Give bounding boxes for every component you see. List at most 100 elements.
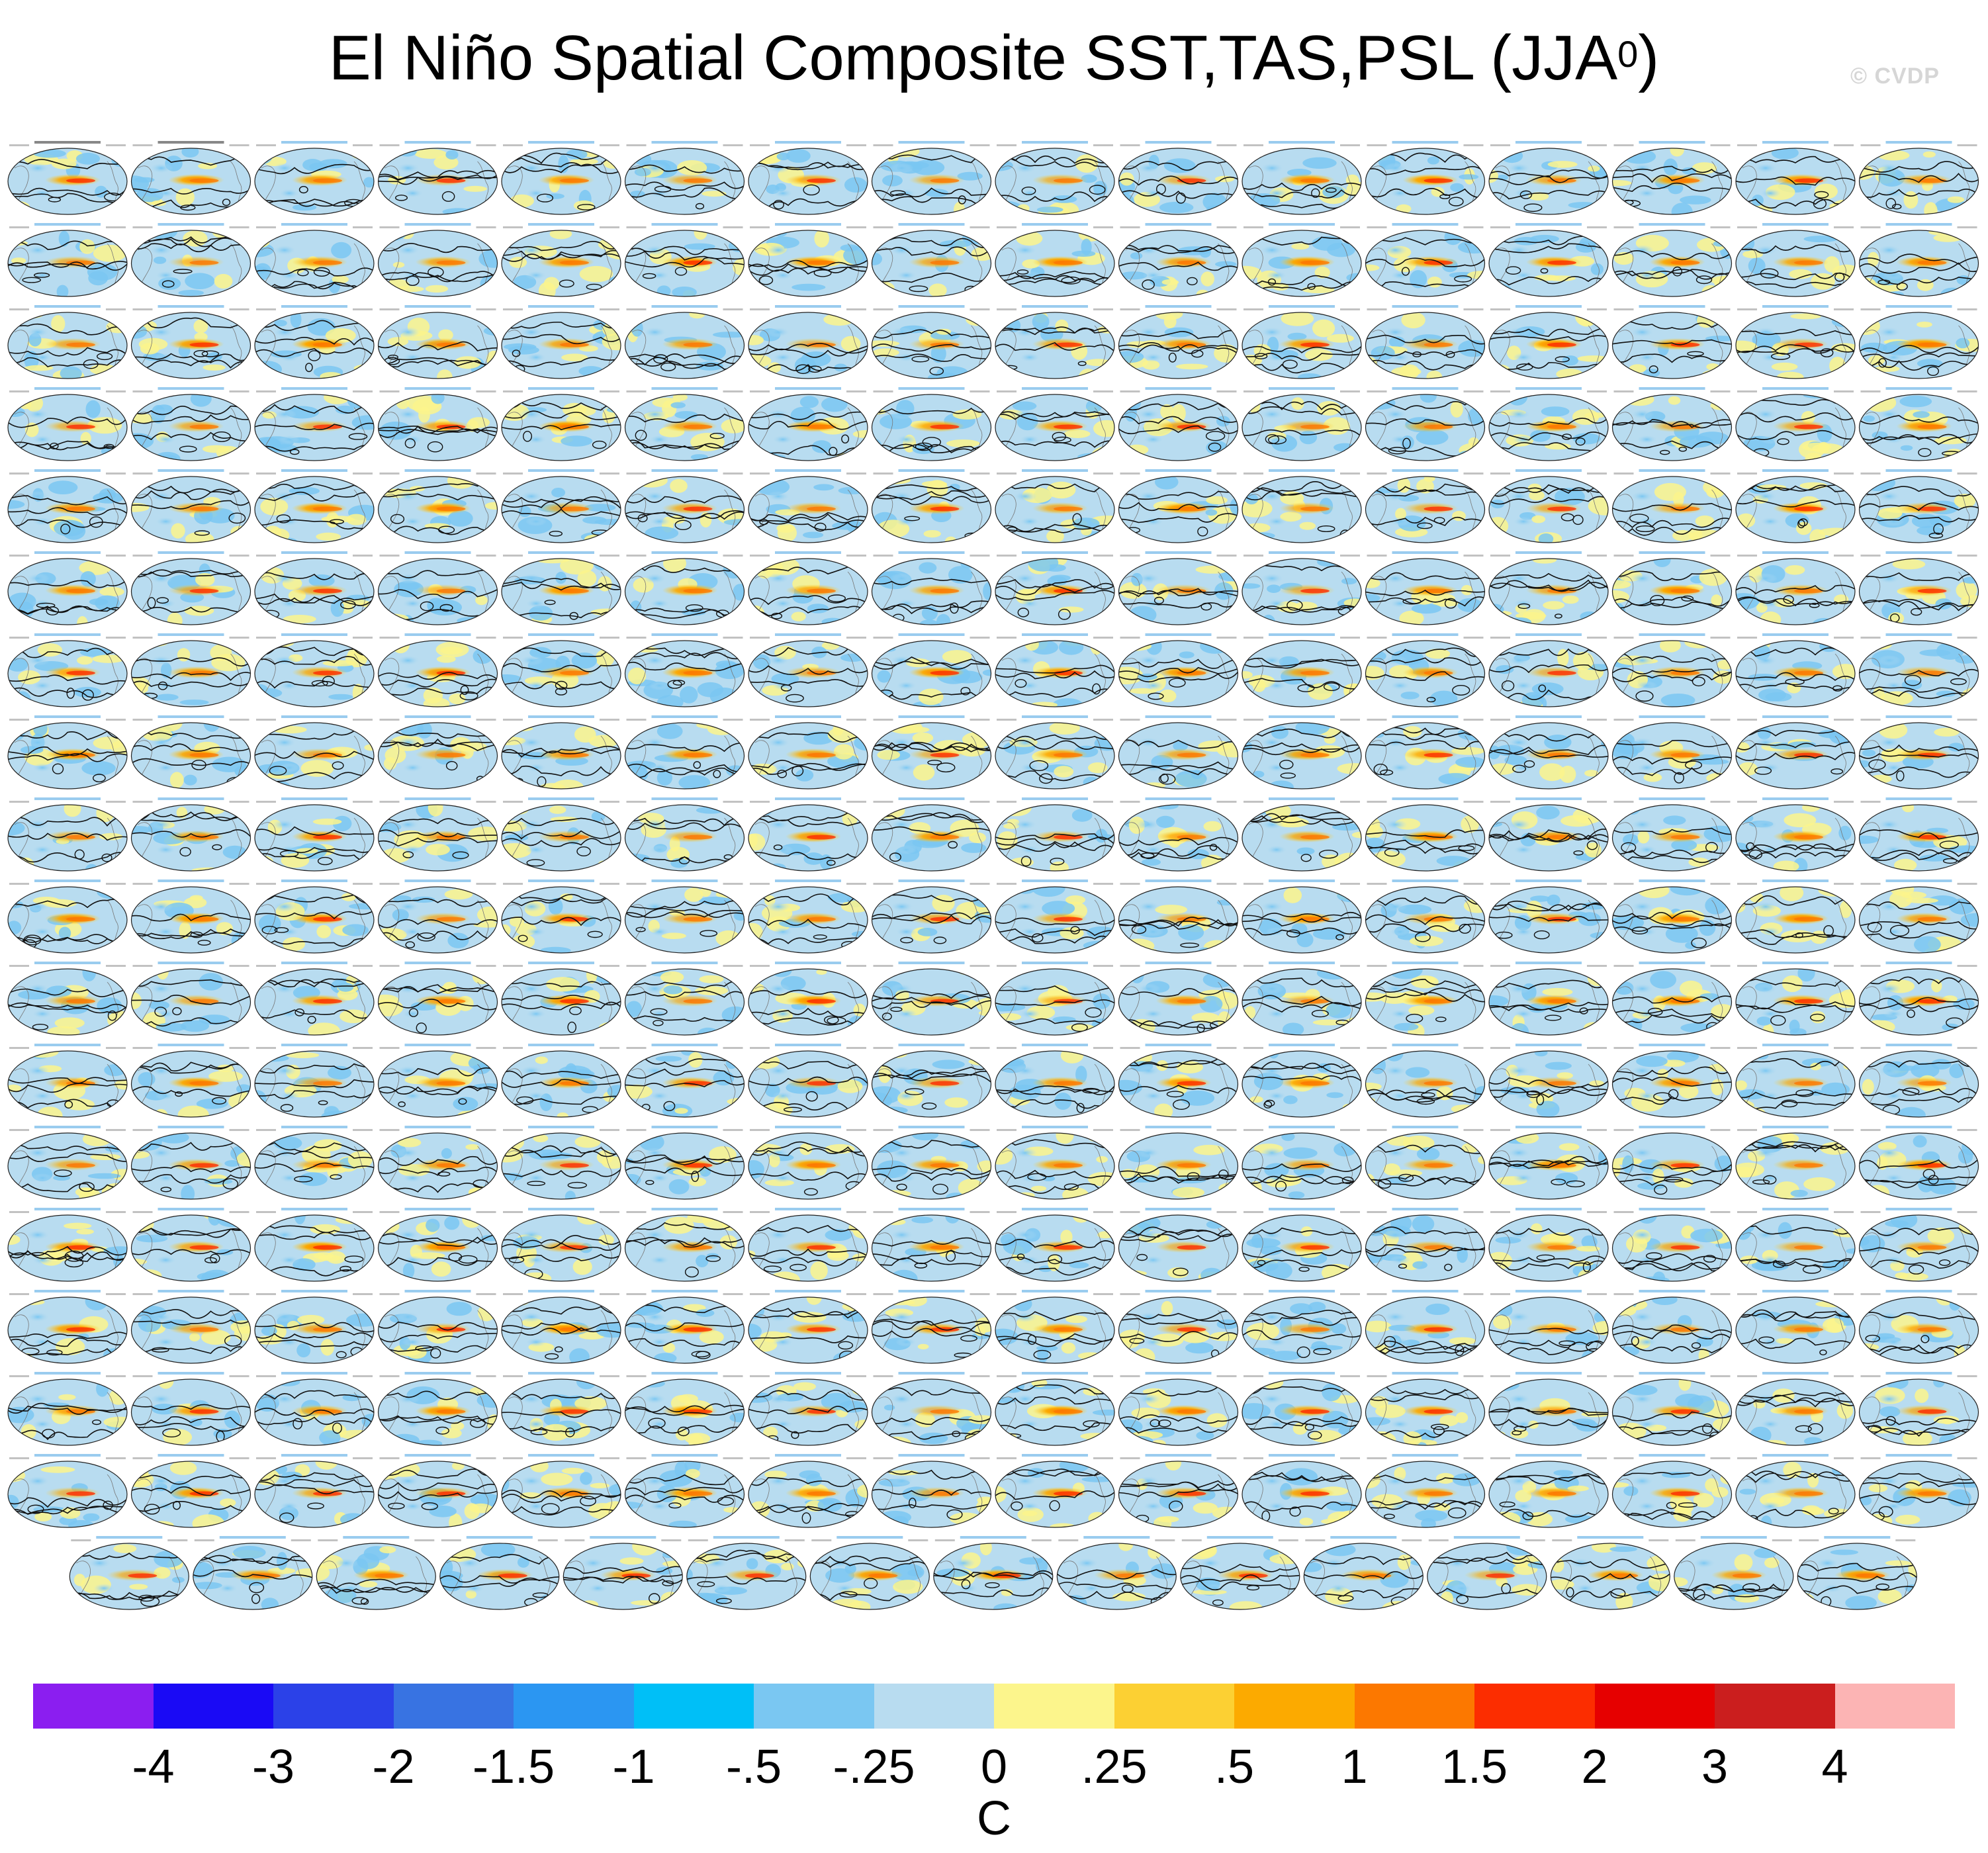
map-body — [377, 312, 498, 379]
anomaly-patch — [1507, 394, 1528, 406]
anomaly-patch — [478, 249, 498, 268]
anomaly-patch — [1245, 943, 1258, 953]
panel-period-mark — [997, 965, 1017, 967]
anomaly-patch — [13, 615, 30, 625]
anomaly-patch — [1862, 749, 1876, 757]
panel-title-mark — [1885, 305, 1952, 308]
map-panel — [1735, 797, 1856, 872]
cool-patch — [279, 271, 300, 280]
warm-core — [1300, 342, 1330, 347]
map-body — [995, 640, 1115, 707]
coastline — [600, 325, 612, 369]
panel-stats-mark — [1710, 555, 1731, 557]
panel-title-mark — [1885, 797, 1952, 800]
anomaly-patch — [79, 239, 95, 254]
psl-contour — [1242, 345, 1361, 353]
anomaly-patch — [733, 259, 745, 276]
panel-stats-mark — [353, 555, 373, 557]
panel-stats-mark — [106, 801, 126, 803]
warm-core — [1547, 506, 1576, 512]
cool-patch — [1754, 901, 1778, 912]
map-outline — [1365, 312, 1486, 379]
anomaly-patch — [268, 528, 290, 543]
anomaly-patch — [1581, 866, 1600, 871]
map-body — [254, 312, 375, 379]
panel-period-mark — [1367, 555, 1387, 557]
cool-patch — [396, 901, 420, 912]
panel-title-mark — [775, 141, 841, 144]
coastline — [508, 165, 523, 202]
coastline — [1248, 330, 1263, 366]
cool-patch — [1507, 163, 1531, 173]
panel-period-mark — [1490, 801, 1510, 803]
anomaly-patch — [1242, 671, 1253, 679]
anomaly-patch — [75, 152, 101, 165]
psl-contour-loop — [226, 777, 246, 788]
map-outline — [254, 312, 375, 379]
anomaly-patch — [1202, 193, 1227, 211]
panel-stats-mark — [1957, 226, 1977, 228]
map-body — [7, 886, 128, 954]
cool-patch — [1019, 681, 1040, 690]
panel-stats-mark — [1710, 144, 1731, 146]
map-panel — [748, 141, 868, 215]
psl-contour — [1859, 253, 1979, 265]
panel-title-mark — [404, 305, 471, 308]
coastline — [1218, 161, 1230, 205]
map-outline — [748, 312, 868, 379]
panel-stats-mark — [1587, 473, 1607, 475]
map-body — [1611, 476, 1733, 543]
map-outline — [1365, 230, 1486, 297]
panel-title-mark — [528, 962, 594, 964]
psl-contour — [1736, 244, 1855, 254]
panel-stats-mark — [229, 226, 249, 228]
map-body — [1365, 722, 1486, 790]
panel-title-mark — [158, 1044, 224, 1046]
anomaly-patch — [1299, 430, 1318, 445]
panel-stats-mark — [1587, 390, 1607, 392]
map-body — [7, 640, 128, 707]
anomaly-patch — [1577, 355, 1608, 362]
anomaly-patch — [504, 343, 537, 351]
anomaly-patch — [335, 405, 355, 414]
coastline — [600, 243, 612, 287]
map-outline — [995, 148, 1115, 215]
coastline — [14, 165, 29, 202]
anomaly-patch — [1203, 821, 1222, 832]
map-body — [871, 968, 992, 1036]
anomaly-patch — [1302, 157, 1337, 169]
anomaly-patch — [51, 315, 66, 333]
anomaly-patch — [1342, 1017, 1361, 1032]
cool-patch — [772, 927, 793, 936]
psl-contour — [502, 410, 621, 420]
anomaly-patch — [184, 606, 214, 616]
panel-stats-mark — [1710, 801, 1731, 803]
anomaly-patch — [193, 319, 208, 334]
psl-contour — [502, 253, 621, 262]
map-body — [1488, 148, 1609, 215]
anomaly-patch — [378, 1026, 389, 1035]
cool-patch — [1877, 245, 1901, 255]
panel-period-mark — [1490, 637, 1510, 639]
psl-contour-loop — [929, 367, 944, 376]
anomaly-patch — [973, 895, 991, 908]
psl-contour-loop — [695, 203, 705, 210]
anomaly-patch — [1580, 611, 1599, 622]
panel-period-mark — [750, 473, 770, 475]
anomaly-patch — [1859, 165, 1875, 180]
anomaly-patch — [290, 312, 302, 328]
map-panel — [624, 962, 745, 1036]
cool-patch — [520, 327, 543, 338]
anomaly-patch — [214, 273, 233, 289]
panel-period-mark — [997, 555, 1017, 557]
panel-title-mark — [1022, 633, 1088, 636]
psl-contour — [1365, 165, 1485, 175]
cool-patch — [26, 245, 50, 255]
cool-patch — [1142, 1009, 1164, 1018]
panel-title-mark — [158, 223, 224, 226]
anomaly-patch — [1365, 264, 1380, 271]
map-panel — [624, 633, 745, 707]
map-panel — [7, 880, 128, 954]
panel-stats-mark — [353, 308, 373, 310]
anomaly-patch — [876, 476, 911, 484]
